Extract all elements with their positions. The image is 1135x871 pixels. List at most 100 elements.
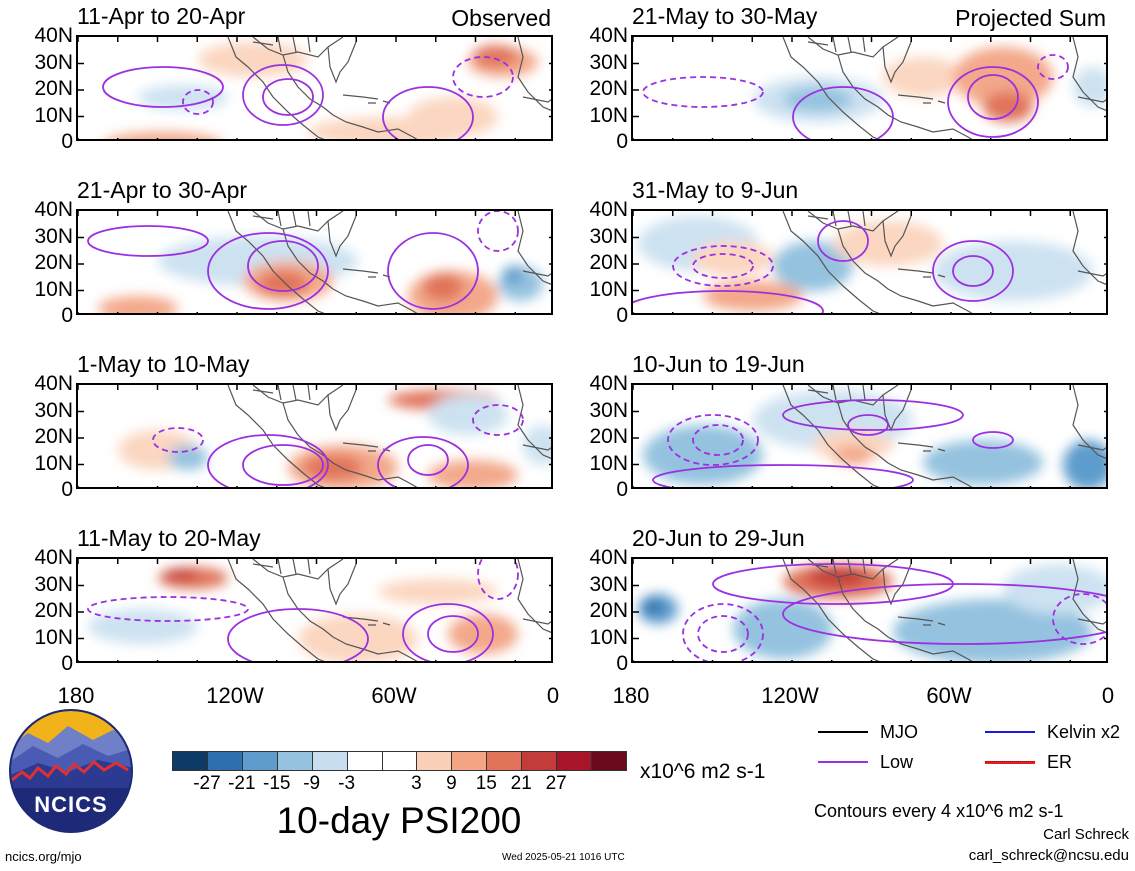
latitude-label: 30N — [34, 50, 73, 74]
legend-label: MJO — [880, 722, 918, 742]
colorbar-tick-label: 15 — [475, 773, 497, 794]
anomaly-shading — [428, 460, 518, 487]
low-contour — [262, 78, 314, 116]
panel-title: 21-May to 30-May — [632, 3, 818, 29]
latitude-label: 40N — [589, 198, 628, 221]
anomaly-shading — [773, 241, 853, 291]
latitude-label: 0 — [61, 652, 73, 675]
low-contour — [472, 404, 524, 436]
latitude-label: 10N — [34, 103, 73, 127]
colorbar-cell — [416, 751, 453, 771]
latitude-label: 0 — [61, 130, 73, 153]
anomaly-shading — [1003, 564, 1106, 614]
anomaly-map — [76, 557, 553, 663]
anomaly-shading — [109, 132, 217, 139]
legend-line-3 — [985, 761, 1035, 764]
colorbar-cell — [521, 751, 558, 771]
colorbar-cell — [206, 751, 243, 771]
panel-corner-label: Observed — [451, 5, 551, 31]
panel-title: 31-May to 9-Jun — [632, 177, 799, 203]
low-contour — [1037, 54, 1069, 80]
latitude-label: 0 — [616, 304, 628, 327]
anomaly-shading — [643, 599, 663, 614]
low-contour — [932, 240, 1014, 302]
low-contour — [87, 225, 209, 257]
low-contour — [227, 608, 369, 661]
panel-title: 20-Jun to 29-Jun — [632, 525, 805, 551]
low-contour — [407, 444, 449, 476]
longitude-label: 0 — [546, 683, 560, 708]
latitude-label: 30N — [34, 224, 73, 248]
low-contour — [817, 220, 869, 262]
low-contour — [427, 615, 479, 653]
panel-title: 11-Apr to 20-Apr — [77, 3, 246, 29]
anomaly-map — [631, 35, 1108, 141]
latitude-label: 10N — [589, 103, 628, 127]
anomaly-shading — [983, 92, 1033, 122]
colorbar-units: x10^6 m2 s-1 — [640, 760, 766, 783]
panel-title: 1-May to 10-May — [77, 351, 250, 377]
colorbar-cell — [276, 751, 313, 771]
low-contour — [182, 89, 214, 115]
latitude-label: 30N — [34, 398, 73, 422]
colorbar-cell — [556, 751, 593, 771]
latitude-label: 40N — [589, 546, 628, 569]
latitude-label: 20N — [589, 251, 628, 274]
low-contour — [847, 414, 889, 436]
latitude-label: 30N — [589, 50, 628, 74]
latitude-label: 40N — [34, 24, 73, 47]
panel-title: 10-Jun to 19-Jun — [632, 351, 805, 377]
low-contour — [642, 76, 764, 108]
low-contour — [947, 66, 1039, 138]
low-contour — [242, 64, 324, 126]
anomaly-shading — [448, 614, 518, 654]
colorbar-cell — [346, 751, 383, 771]
anomaly-shading — [923, 440, 1043, 485]
colorbar-tick-label: 3 — [411, 773, 422, 794]
low-contour — [402, 603, 494, 661]
legend-line-1 — [985, 731, 1035, 733]
low-contour — [477, 211, 519, 252]
author-email[interactable]: carl_schreck@ncsu.edu — [968, 847, 1129, 864]
latitude-label: 10N — [34, 451, 73, 475]
ncics-logo: NCICS — [8, 708, 134, 834]
anomaly-shading — [378, 579, 498, 604]
latitude-label: 20N — [34, 599, 73, 622]
longitude-label: 120W — [761, 683, 819, 708]
anomaly-shading — [503, 266, 523, 284]
colorbar-tick-label: -27 — [193, 773, 221, 794]
colorbar — [172, 751, 627, 771]
longitude-label: 120W — [206, 683, 264, 708]
panel-title: 11-May to 20-May — [77, 525, 261, 551]
low-contour — [967, 74, 1019, 120]
latitude-label: 0 — [616, 652, 628, 675]
low-contour — [152, 427, 204, 453]
latitude-label: 40N — [34, 546, 73, 569]
latitude-label: 30N — [589, 572, 628, 596]
anomaly-shading — [703, 281, 803, 311]
legend-line-0 — [818, 731, 868, 733]
anomaly-shading — [1073, 67, 1106, 107]
latitude-label: 40N — [589, 372, 628, 395]
anomaly-shading — [833, 221, 943, 266]
anomaly-map — [631, 209, 1108, 315]
colorbar-tick-label: 27 — [545, 773, 567, 794]
low-contour — [247, 240, 319, 292]
low-contour — [452, 56, 514, 98]
site-url[interactable]: ncics.org/mjo — [5, 849, 82, 864]
longitude-label: 60W — [926, 683, 972, 708]
low-contour — [477, 559, 519, 600]
latitude-label: 40N — [34, 372, 73, 395]
low-contour — [692, 253, 754, 279]
anomaly-shading — [298, 614, 418, 661]
longitude-label: 180 — [57, 683, 95, 708]
anomaly-shading — [523, 425, 551, 465]
panel-corner-label: Projected Sum — [955, 5, 1106, 31]
latitude-label: 10N — [589, 625, 628, 649]
low-contour — [207, 434, 329, 487]
anomaly-shading — [883, 57, 963, 97]
low-contour — [382, 86, 474, 139]
low-contour — [387, 232, 479, 310]
low-contour — [667, 414, 759, 466]
colorbar-cell — [311, 751, 348, 771]
